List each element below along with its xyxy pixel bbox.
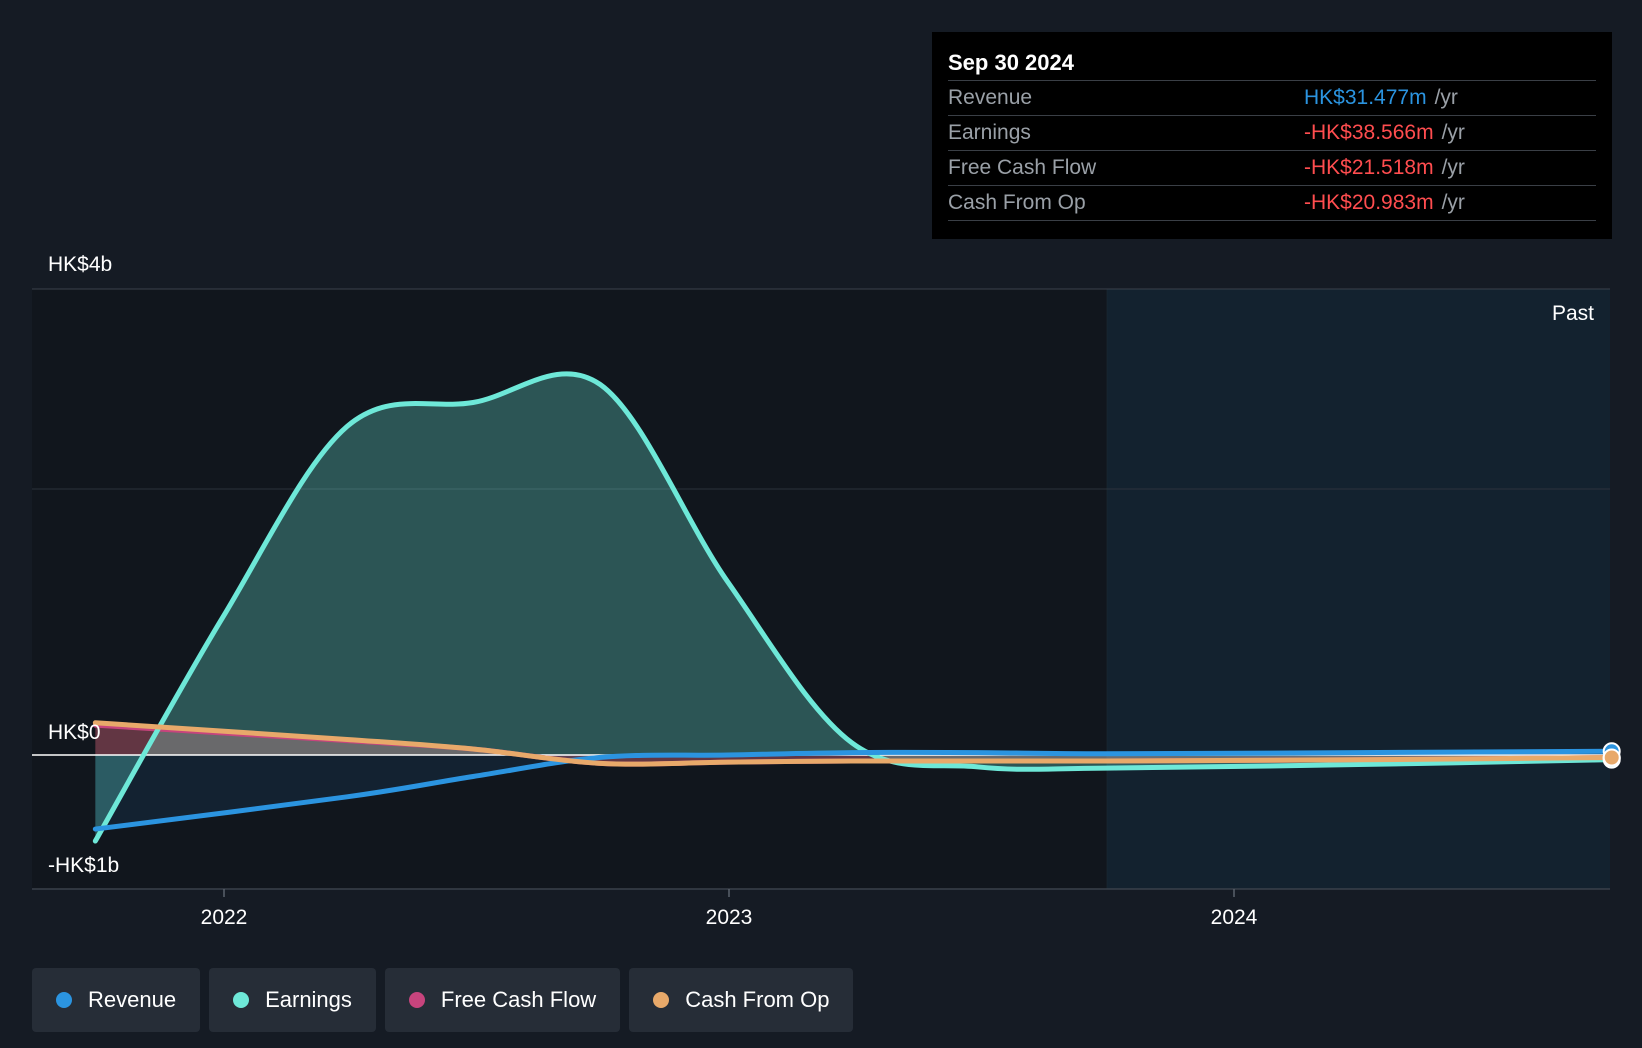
tooltip-value: HK$31.477m (1304, 86, 1427, 109)
tooltip-row-free-cash-flow: Free Cash Flow -HK$21.518m /yr (948, 151, 1596, 186)
earnings-line (92, 371, 1615, 844)
y-label-top: HK$4b (48, 253, 112, 276)
cash-from-op-dot-icon (653, 992, 670, 1008)
legend-item-revenue[interactable]: Revenue (32, 968, 201, 1032)
cash-from-op-end-point (1602, 748, 1621, 767)
revenue-line (92, 748, 1615, 832)
legend-item-free-cash-flow[interactable]: Free Cash Flow (384, 968, 621, 1032)
y-label-zero: HK$0 (48, 721, 101, 744)
tooltip-value: -HK$21.518m (1304, 156, 1434, 179)
past-region (1106, 289, 1610, 889)
tooltip-unit: /yr (1441, 156, 1465, 179)
revenue-dot-icon (56, 992, 72, 1008)
tooltip-unit: /yr (1441, 121, 1465, 144)
revenue-area (95, 751, 1612, 830)
tooltip-value: -HK$38.566m (1304, 121, 1434, 144)
earnings-area (95, 373, 1612, 842)
tooltip-value: -HK$20.983m (1304, 191, 1434, 214)
legend-label: Revenue (88, 987, 177, 1012)
tooltip-date: Sep 30 2024 (948, 46, 1596, 81)
gridlines (32, 288, 1610, 889)
past-label: Past (1552, 302, 1594, 325)
series-endpoints (1602, 742, 1621, 769)
x-axis: 2022 2023 2024 (32, 888, 1610, 929)
legend-label: Free Cash Flow (440, 987, 597, 1012)
x-tick-label: 2024 (1211, 906, 1258, 929)
legend-item-cash-from-op[interactable]: Cash From Op (629, 968, 854, 1032)
tooltip-row-earnings: Earnings -HK$38.566m /yr (948, 116, 1596, 151)
x-tick-label: 2022 (201, 906, 248, 929)
earnings-dot-icon (233, 992, 250, 1008)
tooltip-label: Cash From Op (948, 191, 1086, 214)
pre-past-region (32, 289, 1107, 889)
tooltip-unit: /yr (1434, 86, 1458, 109)
tooltip-label: Free Cash Flow (948, 156, 1097, 179)
series-lines (92, 371, 1615, 844)
legend-label: Earnings (265, 987, 352, 1012)
legend-item-earnings[interactable]: Earnings (209, 968, 376, 1032)
tooltip-label: Earnings (948, 121, 1031, 144)
tooltip-panel: Sep 30 2024 Revenue HK$31.477m /yr Earni… (932, 32, 1612, 239)
cash-from-op-area (95, 722, 1612, 765)
tooltip-unit: /yr (1441, 191, 1465, 214)
tooltip-row-cash-from-op: Cash From Op -HK$20.983m /yr (948, 186, 1596, 221)
y-label-bottom: -HK$1b (48, 854, 119, 877)
free-cash-flow-dot-icon (408, 992, 425, 1008)
tooltip-label: Revenue (948, 86, 1033, 109)
legend: Revenue Earnings Free Cash Flow Cash Fro… (32, 968, 854, 1032)
cash-from-op-line (92, 720, 1615, 767)
x-tick-label: 2023 (706, 906, 753, 929)
tooltip-row-revenue: Revenue HK$31.477m /yr (948, 81, 1596, 116)
legend-label: Cash From Op (685, 987, 830, 1012)
